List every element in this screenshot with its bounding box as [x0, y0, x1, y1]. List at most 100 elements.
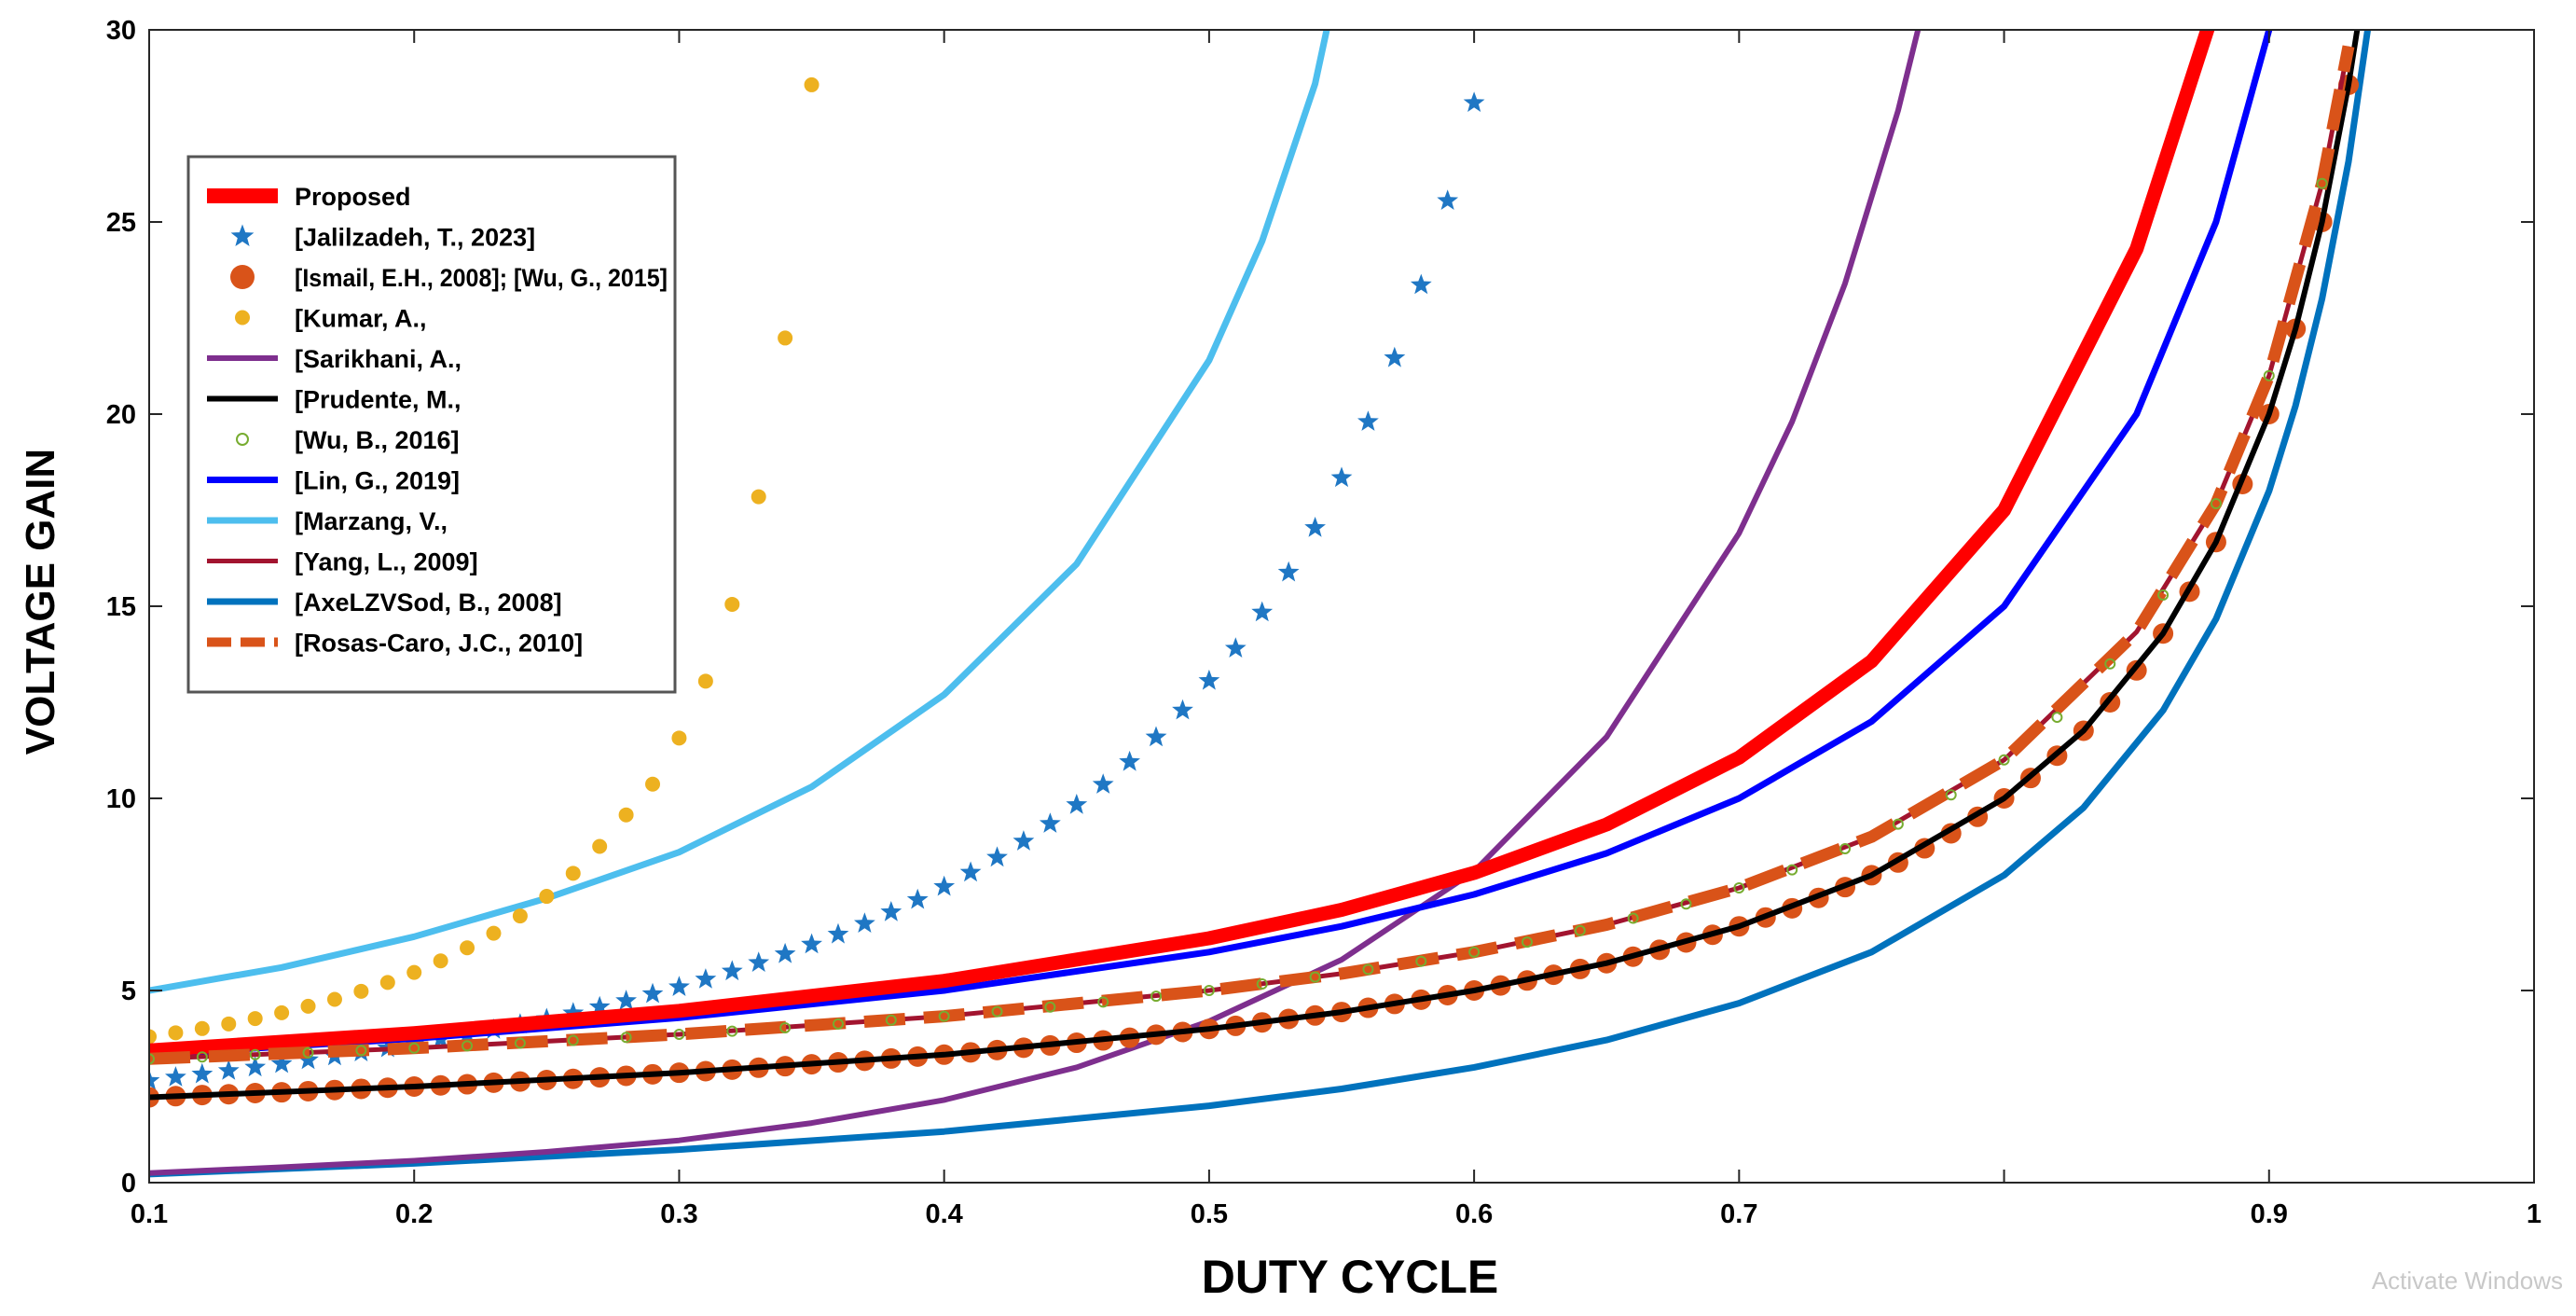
- data-point-star: [1410, 273, 1432, 295]
- data-point-ring: [2210, 497, 2222, 509]
- data-point-ring: [779, 1021, 792, 1033]
- data-point-ring: [461, 1040, 474, 1052]
- data-point-star: [854, 912, 875, 933]
- data-point-ring: [1150, 990, 1163, 1003]
- x-tick-label: 1: [2527, 1199, 2542, 1229]
- data-point-ring: [2104, 658, 2116, 670]
- data-point-star: [1437, 189, 1459, 210]
- data-point-star: [641, 982, 664, 1004]
- data-point-dot: [671, 730, 687, 746]
- x-axis-label: DUTY CYCLE: [1202, 1251, 1499, 1303]
- data-point-dot: [221, 1016, 237, 1032]
- data-point-ring: [885, 1014, 897, 1026]
- data-point-dot: [326, 991, 342, 1007]
- data-point-star: [1066, 794, 1088, 814]
- data-point-ring: [726, 1025, 738, 1037]
- data-point-star: [1224, 637, 1247, 658]
- data-point-star: [1119, 750, 1140, 771]
- legend-item-rosas-caro-j-c-2010: [Rosas-Caro, J.C., 2010]: [207, 630, 583, 658]
- data-point-dot: [539, 889, 555, 905]
- data-point-star: [217, 1060, 240, 1080]
- data-point-ring: [355, 1045, 367, 1057]
- legend-item-marzang-v: [Marzang, V.,: [207, 507, 448, 535]
- series-lin-g-2019: [149, 30, 2273, 1059]
- data-point-ring: [302, 1046, 314, 1059]
- data-point-star: [668, 976, 690, 996]
- data-point-dot: [565, 866, 581, 881]
- data-point-star: [933, 875, 956, 896]
- data-point-ring: [832, 1018, 844, 1030]
- data-point-ring: [1256, 977, 1268, 990]
- data-point-ring: [1097, 996, 1109, 1008]
- legend-label: [Wu, B., 2016]: [295, 426, 460, 454]
- data-point-ring: [2051, 712, 2063, 724]
- data-point-dot: [353, 983, 369, 999]
- data-point-dot: [379, 975, 395, 990]
- data-point-dot: [406, 964, 422, 980]
- y-axis-label: VOLTAGE GAIN: [18, 449, 63, 755]
- data-point-star: [1384, 346, 1406, 367]
- data-point-ring: [2157, 589, 2170, 602]
- data-point-dot: [724, 596, 740, 612]
- x-tick-label: 0.6: [1455, 1199, 1493, 1229]
- data-point-ring: [1415, 955, 1427, 967]
- data-point-star: [1198, 669, 1220, 690]
- legend-label: [Rosas-Caro, J.C., 2010]: [295, 630, 583, 658]
- data-point-dot: [168, 1025, 184, 1041]
- data-point-star: [165, 1066, 186, 1087]
- x-tick-label: 0.7: [1720, 1199, 1757, 1229]
- data-point-star: [297, 1048, 319, 1070]
- data-point-ring: [514, 1037, 526, 1049]
- data-point-star: [827, 922, 849, 944]
- data-point-dot: [697, 673, 713, 689]
- data-point-ring: [938, 1010, 950, 1022]
- legend-item-axelzvsod-b-2008: [AxeLZVSod, B., 2008]: [207, 589, 562, 616]
- data-point-ring: [1945, 789, 1957, 801]
- y-tick-label: 5: [121, 977, 136, 1006]
- data-point-star: [959, 861, 982, 882]
- series-rosas-caro-j-c-2010: [149, 45, 2355, 1065]
- x-tick-label: 0.5: [1191, 1199, 1228, 1229]
- data-point-dot: [433, 953, 448, 969]
- data-point-star: [562, 1002, 585, 1022]
- data-point-dot: [512, 908, 528, 924]
- data-point-ring: [1044, 1001, 1056, 1013]
- x-tick-label: 0.4: [926, 1199, 963, 1229]
- data-point-ring: [1574, 924, 1586, 936]
- legend-label: [Jalilzadeh, T., 2023]: [295, 224, 535, 252]
- data-point-ring: [1998, 754, 2010, 766]
- series-line: [149, 30, 2361, 1101]
- legend-item-ismail-e-h-2008-wu-g-2015: [Ismail, E.H., 2008]; [Wu, G., 2015]: [230, 264, 668, 292]
- data-point-star: [986, 846, 1008, 867]
- data-point-star: [615, 990, 637, 1010]
- series-line: [149, 30, 2372, 1178]
- data-point-dot: [274, 1004, 290, 1020]
- legend-swatch: [235, 310, 250, 326]
- legend-item-sarikhani-a: [Sarikhani, A.,: [207, 345, 461, 373]
- legend-item-jalilzadeh-t-2023: [Jalilzadeh, T., 2023]: [230, 224, 535, 252]
- data-point-dot: [618, 807, 634, 823]
- data-point-star: [1092, 773, 1114, 794]
- legend-label: [Lin, G., 2019]: [295, 467, 460, 495]
- data-point-star: [748, 951, 770, 972]
- data-point-star: [270, 1052, 293, 1074]
- data-point-star: [774, 942, 796, 963]
- series-layer: [149, 30, 2372, 1178]
- y-tick-label: 10: [106, 784, 136, 814]
- series-kumar-a: [149, 76, 820, 1045]
- data-point-dot: [300, 998, 316, 1014]
- data-point-ring: [1203, 985, 1215, 996]
- data-point-star: [721, 960, 743, 981]
- data-point-star: [588, 995, 611, 1017]
- legend-label: [Ismail, E.H., 2008]; [Wu, G., 2015]: [295, 264, 668, 292]
- legend-item-proposed: Proposed: [207, 183, 411, 211]
- data-point-ring: [1680, 898, 1692, 910]
- data-point-star: [1251, 601, 1274, 622]
- y-tick-label: 20: [106, 400, 136, 430]
- data-point-ring: [196, 1051, 208, 1063]
- legend-item-prudente-m: [Prudente, M.,: [207, 386, 461, 414]
- data-point-ring: [1892, 818, 1904, 830]
- data-point-dot: [751, 489, 766, 505]
- data-point-dot: [645, 776, 661, 792]
